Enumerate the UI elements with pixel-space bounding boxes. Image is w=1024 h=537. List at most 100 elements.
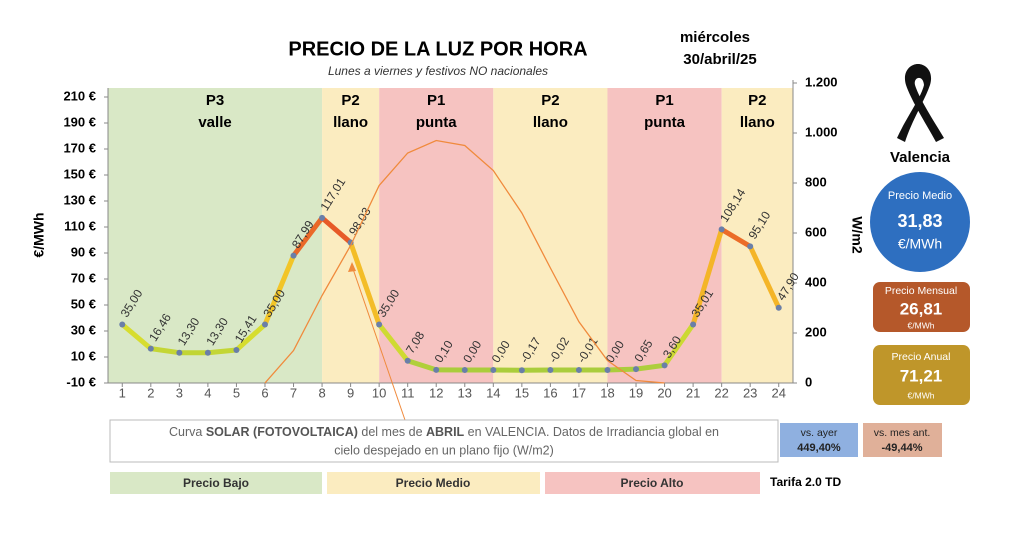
x-tick-label: 8: [318, 385, 325, 400]
y-tick-label: 10 €: [71, 348, 96, 363]
note-text: ABRIL: [426, 425, 465, 439]
legend-box: [545, 472, 760, 494]
price-line-segment: [604, 366, 639, 373]
y2-tick-label: 600: [805, 224, 827, 239]
price-point: [176, 349, 183, 356]
period-band: [108, 88, 323, 383]
tariff: Tarifa 2.0 TD: [770, 475, 841, 489]
price-point: [147, 345, 154, 352]
x-tick-label: 20: [657, 385, 671, 400]
period-label: P2: [748, 92, 766, 109]
y2-tick-label: 0: [805, 374, 812, 389]
price-point: [119, 321, 126, 328]
period-band: [607, 88, 722, 383]
y2-axis-title: W/m2: [849, 216, 865, 254]
period-sublabel: llano: [740, 114, 775, 131]
change-value: -49,44%: [882, 442, 923, 454]
period-sublabel: llano: [533, 114, 568, 131]
price-point: [233, 346, 240, 353]
price-point: [547, 367, 554, 374]
y2-tick-label: 1.000: [805, 124, 838, 139]
price-line-segment: [719, 226, 753, 249]
x-tick-label: 18: [600, 385, 614, 400]
x-tick-label: 10: [372, 385, 386, 400]
note-text: Curva: [169, 425, 206, 439]
price-line-segment: [348, 240, 382, 327]
change-label: vs. mes ant.: [874, 427, 931, 439]
x-tick-label: 24: [771, 385, 785, 400]
y-axis-title: €/MWh: [31, 212, 47, 257]
y2-tick-label: 400: [805, 274, 827, 289]
stat-unit: €/MWh: [908, 390, 935, 400]
stat-label: Precio Mensual: [885, 285, 957, 297]
stat-label: Precio Anual: [892, 351, 951, 363]
city: Valencia: [890, 149, 951, 166]
price-point: [718, 226, 725, 233]
x-tick-label: 15: [515, 385, 529, 400]
price-line-segment: [376, 322, 411, 364]
price-line-segment: [319, 215, 354, 246]
price-point: [690, 321, 697, 328]
date: 30/abril/25: [683, 51, 756, 68]
price-point: [575, 367, 582, 374]
legend-box: [327, 472, 540, 494]
solar-line: [264, 139, 665, 384]
y-tick-label: 110 €: [64, 218, 96, 233]
price-line-segment: [405, 358, 439, 373]
period-bands: P3 valle P2 llano P1 punta P2 llano P1 punta P2 lla…: [108, 88, 793, 383]
y-tick-label: 150 €: [63, 166, 96, 181]
y-tick-label: 130 €: [63, 192, 96, 207]
y-tick-label: 70 €: [71, 270, 96, 285]
x-tick-label: 4: [204, 385, 211, 400]
note-line: Curva SOLAR (FOTOVOLTAICA) del mes de AB…: [169, 425, 719, 439]
note-text: en VALENCIA. Datos de Irradiancia global…: [464, 425, 719, 439]
price-point: [290, 252, 297, 259]
price-line-segment: [148, 346, 182, 356]
note-text: cielo despejado en un plano fijo (W/m2): [334, 443, 554, 457]
note-text: SOLAR (FOTOVOLTAICA): [206, 425, 358, 439]
note-text: del mes de: [358, 425, 426, 439]
period-sublabel: punta: [416, 114, 457, 131]
price-line-segment: [119, 322, 154, 352]
period-sublabel: punta: [644, 114, 685, 131]
period-label: P3: [206, 92, 224, 109]
y-tick-label: 170 €: [63, 140, 96, 155]
x-tick-label: 2: [147, 385, 154, 400]
price-point: [747, 243, 754, 250]
legend-label: Precio Bajo: [183, 476, 249, 490]
average-circle: [870, 172, 970, 272]
x-tick-label: 9: [347, 385, 354, 400]
price-point: [661, 362, 668, 369]
x-tick-label: 5: [233, 385, 240, 400]
price-line-segment: [291, 215, 325, 259]
x-tick-label: 19: [629, 385, 643, 400]
price-line-segment: [633, 362, 668, 372]
period-label: P1: [427, 92, 445, 109]
stat-label: Precio Medio: [888, 190, 952, 202]
y2-tick-label: 800: [805, 174, 827, 189]
price-point: [461, 367, 468, 373]
x-tick-label: 21: [686, 385, 700, 400]
period-sublabel: valle: [198, 114, 231, 131]
price-point: [404, 357, 411, 364]
note-box: [109, 419, 779, 463]
x-tick-label: 14: [486, 385, 500, 400]
stat-unit: €/MWh: [898, 236, 942, 252]
change-label: vs. ayer: [801, 427, 838, 439]
y2-tick-label: 200: [805, 324, 827, 339]
price-point: [433, 366, 440, 373]
price-point: [319, 214, 326, 221]
price-point: [633, 366, 640, 373]
price-point: [490, 367, 497, 373]
x-tick-label: 17: [572, 385, 586, 400]
y-tick-label: 190 €: [63, 114, 96, 129]
price-point: [376, 321, 383, 328]
price-line-segment: [662, 321, 696, 368]
weekday: miércoles: [680, 29, 750, 46]
y-tick-label: 210 €: [63, 88, 96, 103]
price-point: [204, 349, 211, 356]
x-tick-label: 22: [714, 385, 728, 400]
x-tick-label: 12: [429, 385, 443, 400]
annual-box: [873, 345, 970, 405]
